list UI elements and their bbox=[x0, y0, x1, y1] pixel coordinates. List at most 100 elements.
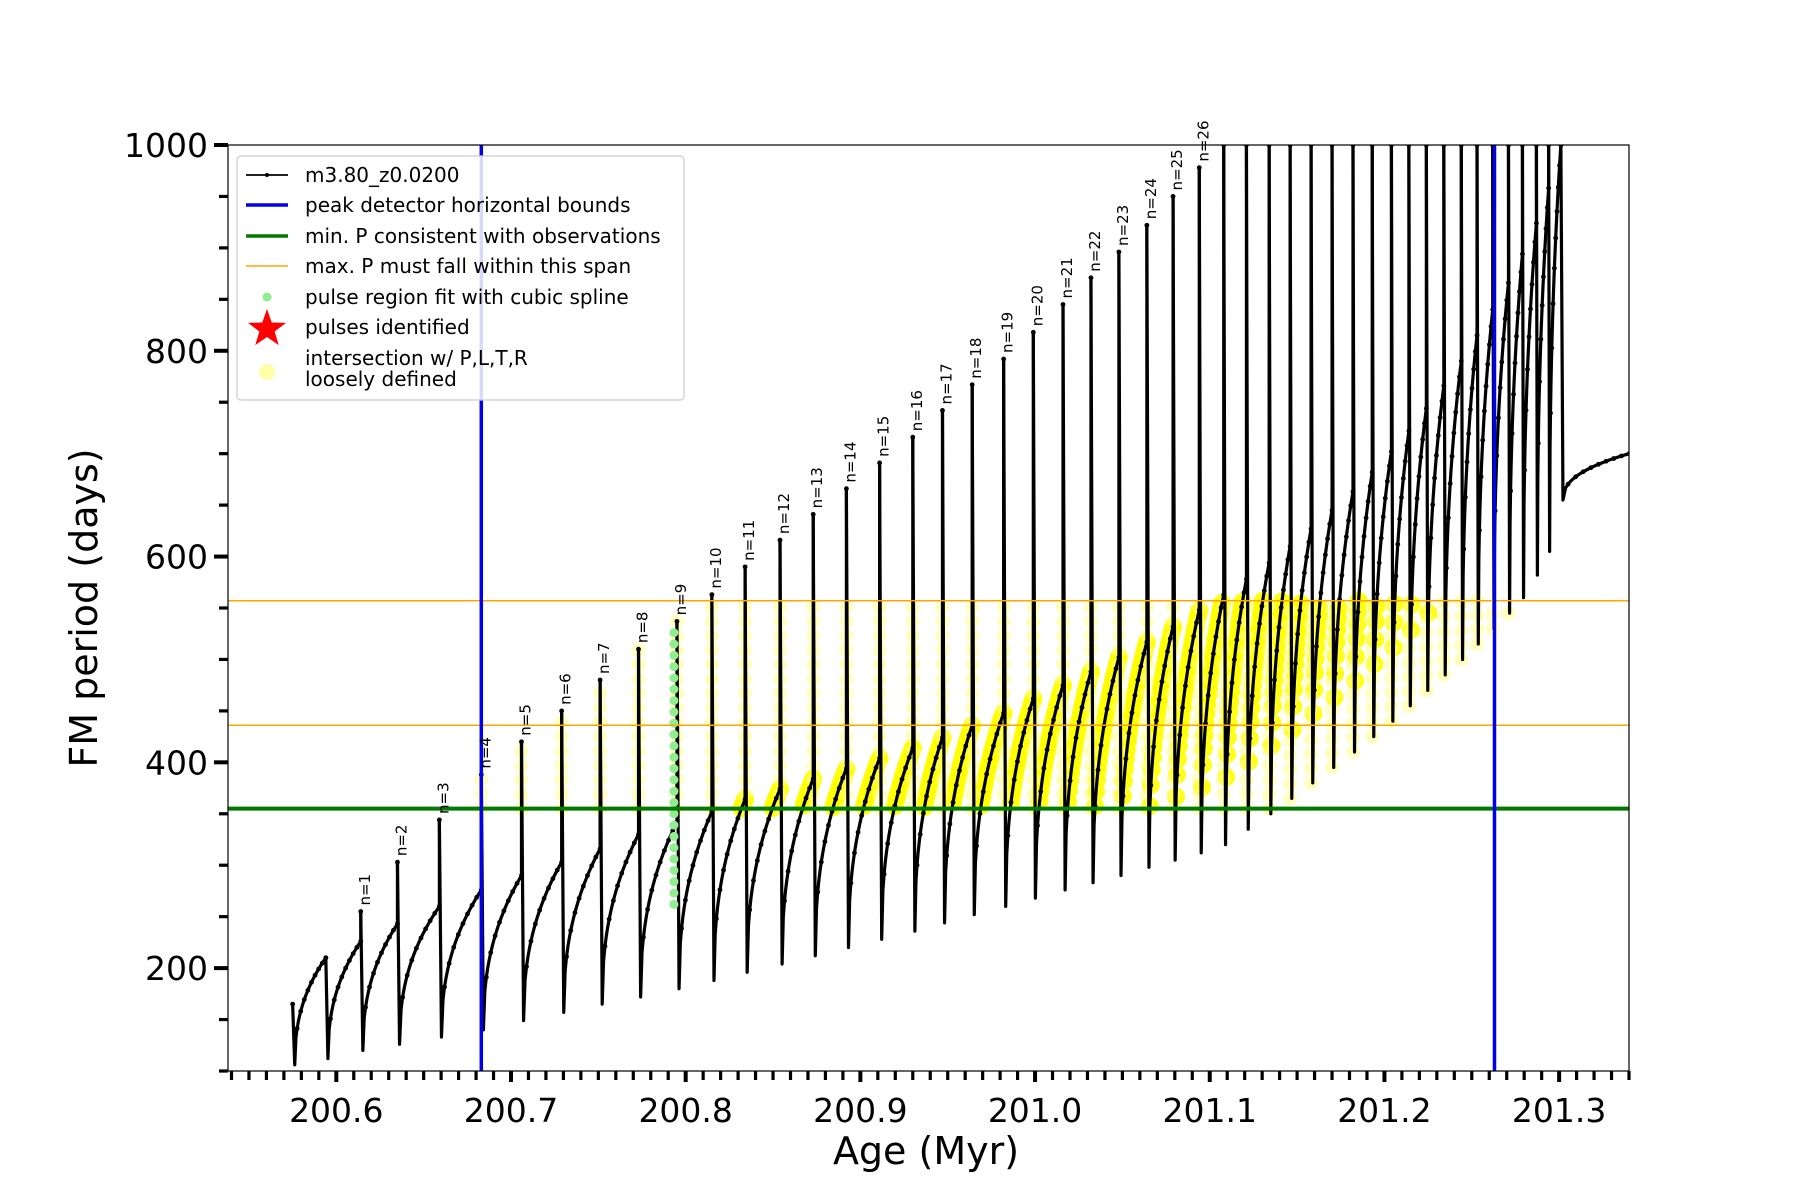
curve-point bbox=[1227, 709, 1232, 715]
intersection-marker bbox=[1056, 758, 1071, 773]
curve-point bbox=[1174, 772, 1180, 778]
curve-point bbox=[1611, 456, 1617, 461]
curve-point bbox=[519, 739, 524, 745]
curve-point bbox=[713, 916, 719, 922]
curve-point bbox=[826, 822, 831, 828]
intersection-marker bbox=[1304, 775, 1319, 790]
curve-point bbox=[1416, 474, 1422, 479]
legend-label: peak detector horizontal bounds bbox=[305, 193, 631, 217]
x-axis-title: Age (Myr) bbox=[833, 1129, 1019, 1173]
y-axis-title: FM period (days) bbox=[62, 448, 106, 767]
curve-point bbox=[1528, 306, 1533, 312]
curve-point bbox=[773, 795, 779, 801]
curve-point bbox=[803, 795, 809, 801]
curve-point bbox=[1236, 620, 1242, 625]
intersection-marker bbox=[1026, 772, 1041, 787]
curve-point bbox=[1455, 391, 1460, 397]
pulse-label: n=11 bbox=[740, 520, 758, 561]
curve-point bbox=[1144, 222, 1150, 228]
intersection-marker bbox=[1056, 772, 1071, 787]
curve-point bbox=[1082, 692, 1088, 697]
curve-cycle bbox=[1171, 167, 1201, 862]
curve-point bbox=[1447, 481, 1453, 486]
pulse-label: n=5 bbox=[516, 704, 534, 736]
curve-point bbox=[1306, 539, 1312, 545]
curve-point bbox=[1064, 813, 1070, 819]
curve-point bbox=[593, 854, 599, 860]
curve-point bbox=[528, 938, 534, 944]
curve-point bbox=[631, 840, 637, 846]
curve-cycle bbox=[1330, 145, 1355, 770]
curve-point bbox=[1341, 552, 1347, 558]
curve-point bbox=[991, 743, 996, 749]
curve-point bbox=[514, 880, 520, 886]
curve-point bbox=[1384, 478, 1390, 484]
curve-point bbox=[1386, 463, 1392, 469]
curve-point bbox=[881, 871, 887, 877]
curve-point bbox=[451, 944, 457, 950]
curve-point bbox=[1402, 458, 1408, 464]
pulse-label: n=1 bbox=[356, 874, 374, 906]
curve-point bbox=[1011, 777, 1017, 783]
curve-point bbox=[460, 921, 466, 926]
curve-point bbox=[944, 853, 950, 858]
curve-point bbox=[1047, 731, 1053, 737]
curve-point bbox=[1014, 759, 1020, 764]
intersection-marker bbox=[1139, 744, 1154, 759]
curve-point bbox=[1247, 736, 1253, 741]
legend-label: loosely defined bbox=[305, 367, 457, 391]
curve-point bbox=[717, 887, 723, 893]
curve-point bbox=[1499, 359, 1505, 365]
curve-point bbox=[785, 868, 791, 874]
curve-point bbox=[432, 910, 438, 916]
curve-point bbox=[777, 537, 783, 543]
spline-marker bbox=[669, 650, 679, 660]
intersection-marker bbox=[1139, 729, 1154, 744]
curve-point bbox=[1073, 735, 1079, 741]
curve-point bbox=[1397, 516, 1403, 522]
pulse-label: n=19 bbox=[999, 312, 1017, 353]
legend-label: min. P consistent with observations bbox=[305, 224, 661, 248]
curve-point bbox=[559, 708, 565, 714]
curve-point bbox=[796, 818, 802, 824]
curve-point bbox=[1295, 631, 1301, 637]
y-tick-label: 200 bbox=[145, 949, 208, 988]
curve-cycle bbox=[1424, 145, 1446, 692]
curve-point bbox=[906, 755, 912, 760]
curve-point bbox=[984, 771, 990, 777]
curve-cycle bbox=[1547, 145, 1563, 554]
curve-point bbox=[455, 932, 461, 937]
curve-point bbox=[615, 883, 620, 889]
curve-cycle bbox=[1145, 196, 1175, 869]
curve-cycle bbox=[1197, 145, 1226, 855]
intersection-marker bbox=[1216, 787, 1231, 802]
curve-point bbox=[1535, 440, 1541, 446]
curve-cycle bbox=[1244, 145, 1271, 831]
curve-point bbox=[580, 883, 586, 889]
spline-marker bbox=[669, 730, 679, 740]
curve-point bbox=[619, 870, 625, 876]
intersection-marker bbox=[1083, 772, 1098, 787]
curve-point bbox=[387, 934, 392, 940]
curve-point bbox=[328, 1016, 333, 1022]
curve-point bbox=[1428, 535, 1434, 541]
curve-cycle bbox=[1389, 145, 1411, 723]
curve-point bbox=[1517, 289, 1522, 294]
intersection-marker bbox=[1325, 760, 1340, 775]
legend-item: peak detector horizontal bounds bbox=[246, 193, 631, 217]
curve-point bbox=[1180, 705, 1185, 711]
curve-point bbox=[1359, 554, 1365, 560]
curve-cycle bbox=[1407, 145, 1428, 708]
curve-point bbox=[442, 984, 447, 990]
curve-point bbox=[354, 944, 360, 950]
legend-label: pulses identified bbox=[305, 315, 470, 339]
intersection-marker bbox=[1192, 787, 1207, 802]
x-tick-label: 200.9 bbox=[813, 1091, 907, 1130]
curve-point bbox=[980, 789, 986, 795]
curve-point bbox=[1044, 747, 1050, 753]
pulse-label: n=12 bbox=[775, 493, 793, 534]
curve-point bbox=[1283, 571, 1289, 577]
curve-point bbox=[1502, 316, 1508, 322]
x-tick-label: 201.1 bbox=[1163, 1091, 1257, 1130]
